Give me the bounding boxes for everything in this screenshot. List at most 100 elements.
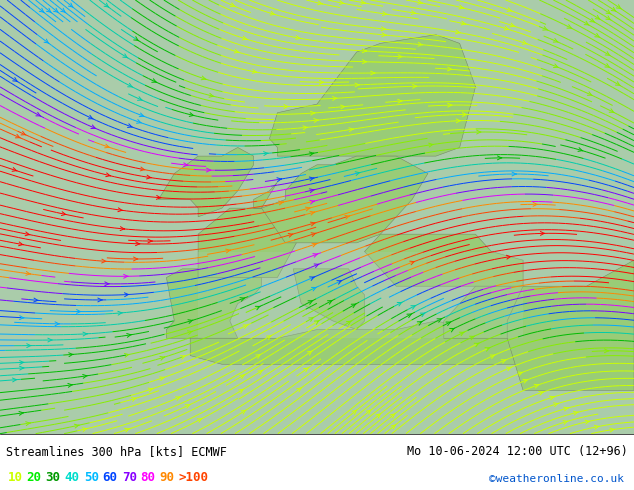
FancyArrowPatch shape	[88, 115, 93, 119]
FancyArrowPatch shape	[477, 130, 481, 134]
FancyArrowPatch shape	[345, 215, 350, 219]
FancyArrowPatch shape	[185, 404, 190, 408]
FancyArrowPatch shape	[61, 212, 66, 216]
FancyArrowPatch shape	[160, 356, 165, 360]
FancyArrowPatch shape	[183, 163, 188, 167]
Text: Mo 10-06-2024 12:00 UTC (12+96): Mo 10-06-2024 12:00 UTC (12+96)	[407, 445, 628, 458]
FancyArrowPatch shape	[339, 0, 344, 4]
FancyArrowPatch shape	[146, 175, 151, 179]
Text: >100: >100	[179, 471, 209, 484]
FancyArrowPatch shape	[361, 0, 365, 4]
Text: 30: 30	[46, 471, 61, 484]
FancyArrowPatch shape	[104, 3, 109, 7]
FancyArrowPatch shape	[518, 372, 522, 376]
FancyArrowPatch shape	[188, 319, 193, 323]
FancyArrowPatch shape	[540, 231, 545, 235]
FancyArrowPatch shape	[332, 97, 337, 100]
FancyArrowPatch shape	[391, 424, 396, 429]
FancyArrowPatch shape	[20, 316, 24, 319]
FancyArrowPatch shape	[398, 54, 403, 58]
FancyArrowPatch shape	[564, 407, 569, 411]
FancyArrowPatch shape	[351, 304, 356, 308]
Text: 60: 60	[103, 471, 118, 484]
FancyArrowPatch shape	[460, 332, 464, 336]
FancyArrowPatch shape	[297, 388, 302, 392]
FancyArrowPatch shape	[382, 12, 387, 16]
FancyArrowPatch shape	[278, 201, 283, 205]
FancyArrowPatch shape	[337, 280, 342, 284]
FancyArrowPatch shape	[303, 126, 307, 130]
FancyArrowPatch shape	[543, 26, 548, 30]
FancyArrowPatch shape	[446, 322, 451, 325]
FancyArrowPatch shape	[295, 36, 301, 40]
FancyArrowPatch shape	[55, 322, 60, 326]
FancyArrowPatch shape	[420, 313, 425, 317]
FancyArrowPatch shape	[410, 261, 415, 265]
FancyArrowPatch shape	[25, 232, 30, 236]
FancyArrowPatch shape	[82, 428, 87, 432]
FancyArrowPatch shape	[313, 254, 318, 257]
Polygon shape	[0, 0, 634, 434]
Polygon shape	[269, 35, 476, 156]
FancyArrowPatch shape	[124, 353, 129, 357]
FancyArrowPatch shape	[27, 343, 31, 347]
FancyArrowPatch shape	[98, 298, 102, 302]
FancyArrowPatch shape	[553, 39, 558, 42]
FancyArrowPatch shape	[490, 355, 495, 359]
FancyArrowPatch shape	[20, 361, 24, 365]
FancyArrowPatch shape	[498, 156, 501, 160]
FancyArrowPatch shape	[134, 37, 139, 41]
FancyArrowPatch shape	[36, 112, 41, 116]
FancyArrowPatch shape	[68, 3, 74, 7]
Text: 80: 80	[141, 471, 156, 484]
FancyArrowPatch shape	[197, 418, 202, 422]
FancyArrowPatch shape	[288, 233, 293, 237]
Polygon shape	[190, 321, 523, 364]
FancyArrowPatch shape	[68, 384, 72, 387]
FancyArrowPatch shape	[616, 5, 621, 9]
FancyArrowPatch shape	[382, 33, 386, 37]
FancyArrowPatch shape	[456, 119, 460, 123]
FancyArrowPatch shape	[539, 392, 543, 395]
FancyArrowPatch shape	[349, 128, 353, 132]
FancyArrowPatch shape	[148, 239, 152, 243]
FancyArrowPatch shape	[595, 33, 600, 37]
FancyArrowPatch shape	[563, 420, 568, 424]
FancyArrowPatch shape	[311, 287, 316, 291]
FancyArrowPatch shape	[83, 332, 87, 336]
FancyArrowPatch shape	[523, 379, 527, 383]
FancyArrowPatch shape	[312, 243, 317, 247]
FancyArrowPatch shape	[19, 412, 23, 416]
FancyArrowPatch shape	[26, 271, 30, 275]
FancyArrowPatch shape	[470, 336, 474, 340]
FancyArrowPatch shape	[314, 320, 320, 324]
FancyArrowPatch shape	[140, 167, 145, 171]
Polygon shape	[158, 147, 254, 217]
Text: Streamlines 300 hPa [kts] ECMWF: Streamlines 300 hPa [kts] ECMWF	[6, 445, 227, 458]
FancyArrowPatch shape	[123, 54, 128, 58]
FancyArrowPatch shape	[309, 152, 314, 156]
FancyArrowPatch shape	[309, 200, 314, 204]
FancyArrowPatch shape	[20, 366, 24, 370]
Polygon shape	[365, 234, 523, 286]
Text: 90: 90	[160, 471, 175, 484]
FancyArrowPatch shape	[118, 311, 122, 315]
FancyArrowPatch shape	[411, 11, 416, 15]
FancyArrowPatch shape	[127, 334, 131, 337]
FancyArrowPatch shape	[418, 43, 422, 46]
FancyArrowPatch shape	[258, 370, 263, 374]
FancyArrowPatch shape	[309, 277, 314, 280]
FancyArrowPatch shape	[355, 172, 360, 175]
FancyArrowPatch shape	[328, 300, 332, 304]
FancyArrowPatch shape	[243, 325, 248, 328]
FancyArrowPatch shape	[362, 49, 366, 53]
FancyArrowPatch shape	[91, 125, 96, 128]
FancyArrowPatch shape	[604, 349, 609, 353]
FancyArrowPatch shape	[188, 331, 192, 335]
FancyArrowPatch shape	[118, 208, 122, 212]
FancyArrowPatch shape	[606, 16, 611, 20]
FancyArrowPatch shape	[309, 318, 314, 321]
FancyArrowPatch shape	[138, 97, 143, 100]
Text: 40: 40	[65, 471, 80, 484]
FancyArrowPatch shape	[77, 310, 81, 314]
